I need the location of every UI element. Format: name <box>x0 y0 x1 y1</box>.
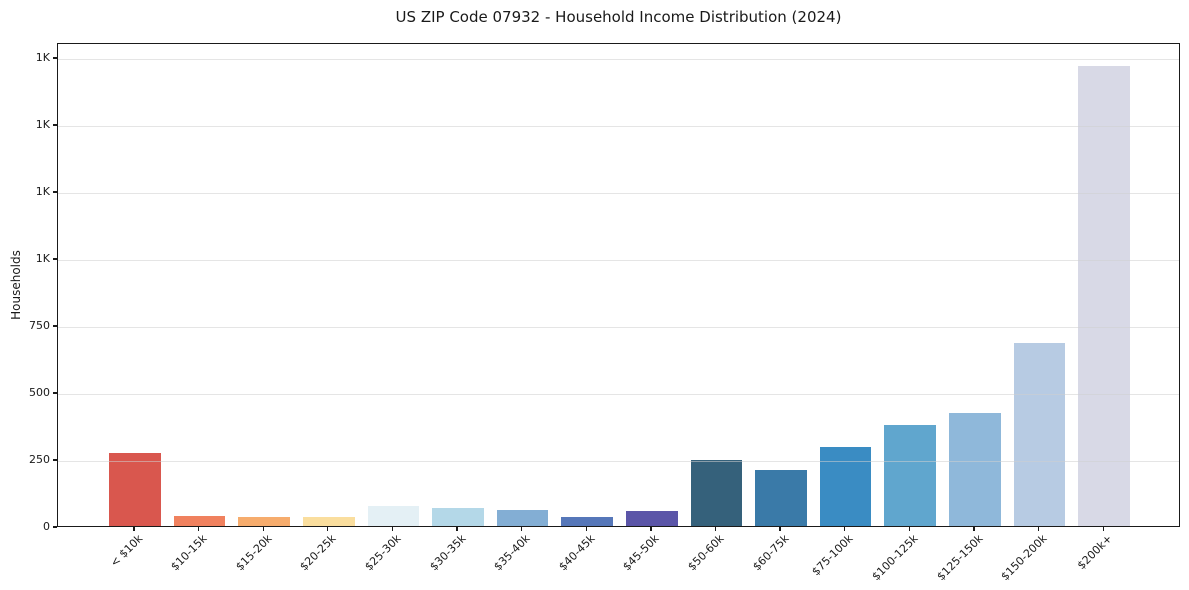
bar <box>1078 66 1130 526</box>
y-tick-label: 250 <box>29 453 50 466</box>
y-tick-label: 500 <box>29 386 50 399</box>
x-tick-label: $25-30k <box>362 532 404 574</box>
x-tick-label: $100-125k <box>869 532 921 584</box>
x-tick-mark <box>714 527 717 531</box>
y-tick-label: 1K <box>35 51 50 64</box>
x-tick-label: $60-75k <box>749 532 792 574</box>
x-tick-mark <box>262 527 264 531</box>
bar <box>432 508 484 526</box>
x-tick-label: $20-25k <box>297 532 339 574</box>
y-tick-label: 1K <box>35 252 50 265</box>
bar <box>173 515 226 526</box>
x-tick-mark <box>197 527 200 531</box>
y-tick-label: 1K <box>35 185 50 198</box>
x-tick-mark <box>779 527 781 531</box>
gridline <box>58 461 1179 462</box>
x-tick-label: $45-50k <box>620 532 662 574</box>
x-tick-mark <box>520 527 523 531</box>
bar <box>109 453 161 526</box>
x-tick-mark <box>844 527 846 531</box>
x-tick-label: < $10k <box>107 532 146 570</box>
y-tick-mark <box>53 258 57 260</box>
x-tick-mark <box>327 527 329 531</box>
plot-area <box>57 43 1180 527</box>
bar <box>819 446 872 526</box>
y-tick-mark <box>53 124 57 126</box>
x-tick-mark <box>585 527 587 531</box>
x-tick-mark <box>456 527 458 531</box>
x-tick-label: $30-35k <box>426 532 469 574</box>
y-tick-mark <box>53 191 57 193</box>
x-tick-label: $50-60k <box>685 532 727 574</box>
x-tick-label: $10-15k <box>168 532 210 574</box>
x-tick-mark <box>973 527 975 531</box>
bar <box>949 413 1001 526</box>
x-tick-mark <box>391 527 394 531</box>
bar <box>367 505 420 526</box>
x-tick-label: $15-20k <box>233 532 275 574</box>
chart-title: US ZIP Code 07932 - Household Income Dis… <box>395 8 842 26</box>
y-tick-label: 750 <box>29 319 50 332</box>
x-tick-label: $75-100k <box>809 532 856 579</box>
x-tick-mark <box>908 527 910 531</box>
bar <box>625 511 678 526</box>
x-tick-mark <box>650 527 652 531</box>
bar <box>1013 342 1066 526</box>
y-tick-mark <box>53 325 57 327</box>
y-tick-mark <box>53 459 57 461</box>
bar <box>884 424 937 526</box>
x-tick-label: $40-45k <box>556 532 598 574</box>
x-tick-mark <box>133 527 135 531</box>
x-tick-label: $35-40k <box>491 532 533 574</box>
bar <box>561 516 614 526</box>
y-tick-mark <box>53 526 57 528</box>
x-tick-label: $200k+ <box>1074 532 1115 573</box>
gridline <box>58 327 1179 328</box>
bar <box>755 470 807 526</box>
x-tick-label: $125-150k <box>933 532 986 584</box>
gridline <box>58 193 1179 194</box>
y-tick-mark <box>53 392 57 394</box>
x-tick-mark <box>1102 527 1104 531</box>
gridline <box>58 260 1179 261</box>
x-tick-mark <box>1037 527 1040 531</box>
gridline <box>58 126 1179 127</box>
bar <box>238 516 290 526</box>
y-tick-mark <box>53 57 57 59</box>
gridline <box>58 394 1179 395</box>
bar <box>496 510 549 526</box>
bar <box>302 517 355 526</box>
x-tick-label: $150-200k <box>998 532 1050 584</box>
y-tick-label: 1K <box>35 118 50 131</box>
gridline <box>58 59 1179 60</box>
bar <box>690 459 743 526</box>
y-tick-label: 0 <box>43 520 50 533</box>
